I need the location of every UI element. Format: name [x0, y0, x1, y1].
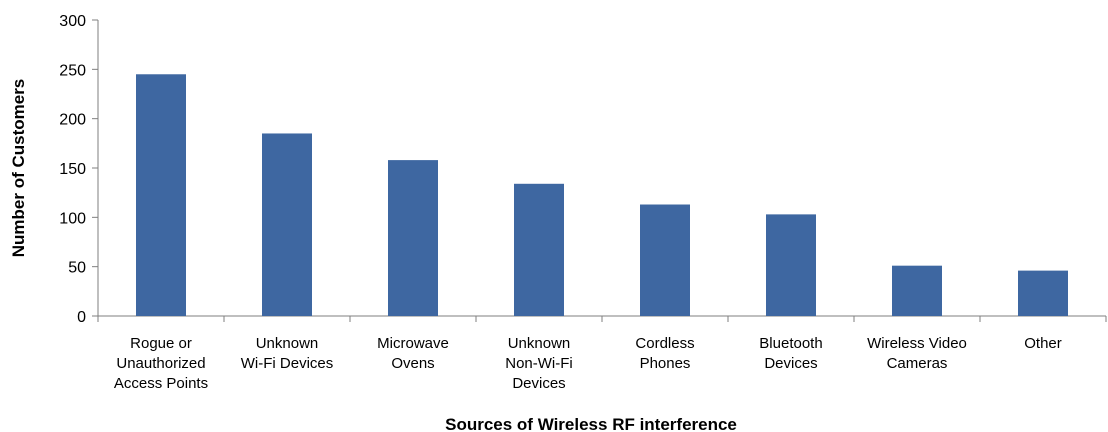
bar: [640, 204, 690, 316]
bar: [1018, 270, 1068, 316]
x-tick-label: Wireless Video Cameras: [867, 335, 967, 372]
y-tick-label: 200: [59, 112, 86, 129]
y-tick-label: 50: [68, 260, 86, 277]
x-tick-label: Rogue or Unauthorized Access Points: [114, 335, 208, 392]
x-tick-label: Microwave Ovens: [377, 335, 449, 372]
bar: [388, 160, 438, 316]
x-axis: [97, 315, 1107, 322]
x-tick-label: Bluetooth Devices: [759, 335, 822, 372]
y-tick-label: 100: [59, 210, 86, 227]
bar: [892, 265, 942, 316]
bar: [514, 183, 564, 316]
y-tick-label: 150: [59, 161, 86, 178]
x-tick-label: Other: [1024, 335, 1062, 352]
x-tick-label: Cordless Phones: [635, 335, 694, 372]
bar: [262, 133, 312, 316]
y-tick-label: 300: [59, 13, 86, 30]
bar: [766, 214, 816, 316]
y-axis: 0 50 100 150 200 250 300: [59, 13, 99, 326]
bars: [136, 74, 1068, 317]
x-axis-title: Sources of Wireless RF interference: [445, 415, 737, 432]
y-tick-label: 0: [77, 309, 86, 326]
y-tick-label: 250: [59, 62, 86, 79]
bar: [136, 74, 186, 317]
y-axis-title: Number of Customers: [9, 79, 28, 258]
category-labels: Rogue or Unauthorized Access Points Unknown…: [114, 335, 1062, 392]
x-tick-label: Unknown Wi-Fi Devices: [241, 335, 334, 372]
x-tick-label: Unknown Non-Wi-Fi Devices: [505, 335, 573, 392]
